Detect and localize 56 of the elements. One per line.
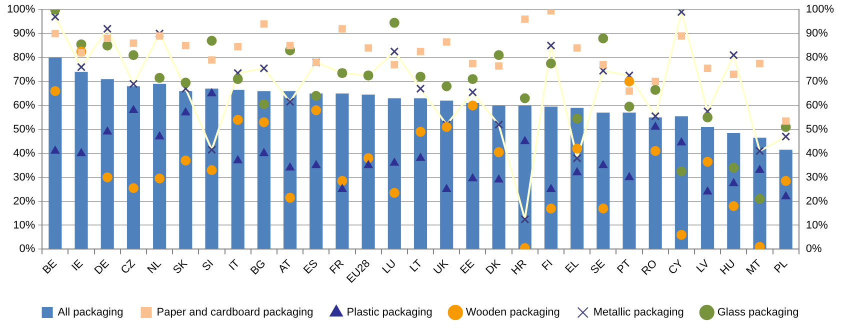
legend-label: Glass packaging <box>717 306 799 319</box>
legend-label: Metallic packaging <box>593 306 684 319</box>
y-tick-label: 50% <box>13 123 36 136</box>
x-tick-label: NL <box>145 258 164 276</box>
x-tick-label: HU <box>718 258 738 278</box>
x-tick-label: LV <box>694 257 712 276</box>
x-tick-label: IE <box>70 258 86 274</box>
x-tick-label: RO <box>639 257 660 278</box>
x-tick-label: LU <box>380 258 399 276</box>
legend-label: Plastic packaging <box>346 306 432 319</box>
y2-tick-label: 80% <box>806 52 828 64</box>
x-tick-label: DE <box>92 258 112 277</box>
x-tick-label: CZ <box>118 257 138 277</box>
y2-tick-label: 0% <box>806 243 822 256</box>
x-tick-label: PL <box>772 258 790 276</box>
y2-tick-label: 50% <box>806 123 828 136</box>
y-tick-label: 20% <box>13 195 36 208</box>
y-tick-label: 10% <box>13 219 36 232</box>
x-tick-label: AT <box>276 257 294 276</box>
x-tick-label: MT <box>744 257 764 278</box>
legend-label: Paper and cardboard packaging <box>156 306 314 319</box>
x-tick-label: DK <box>484 257 504 277</box>
y-tick-label: 30% <box>13 171 36 184</box>
x-tick-label: FI <box>540 258 556 274</box>
y-tick-label: 90% <box>13 28 36 40</box>
x-tick-label: UK <box>432 257 452 277</box>
legend-label: All packaging <box>58 306 124 319</box>
x-tick-label: CY <box>666 257 686 277</box>
y-tick-label: 70% <box>13 76 36 88</box>
x-tick-label: SE <box>588 258 608 277</box>
x-tick-label: FR <box>328 258 347 277</box>
y-tick-label: 60% <box>13 99 36 112</box>
x-tick-label: ES <box>302 258 320 277</box>
y2-tick-label: 40% <box>806 147 828 160</box>
x-tick-label: HR <box>509 258 530 278</box>
legend-label: Wooden packaging <box>466 306 560 319</box>
x-tick-label: SI <box>200 258 216 274</box>
x-tick-label: SK <box>171 257 190 277</box>
y-tick-label: 80% <box>13 52 36 64</box>
y-tick-label: 100% <box>6 4 36 16</box>
y2-tick-label: 70% <box>806 76 828 88</box>
y-tick-label: 0% <box>19 243 36 256</box>
x-tick-label: IT <box>226 257 242 274</box>
y2-tick-label: 90% <box>806 28 828 40</box>
x-tick-label: BG <box>248 258 268 278</box>
x-tick-label: EL <box>563 258 582 276</box>
x-tick-label: PT <box>615 257 634 276</box>
x-tick-label: EE <box>458 258 477 277</box>
y-tick-label: 40% <box>13 147 36 160</box>
x-tick-label: LT <box>408 257 425 275</box>
x-tick-label: BE <box>40 258 60 277</box>
y2-tick-label: 30% <box>806 171 828 184</box>
y2-tick-label: 20% <box>806 195 828 208</box>
y2-tick-label: 60% <box>806 99 828 112</box>
y2-tick-label: 100% <box>806 4 834 16</box>
y2-tick-label: 10% <box>806 219 828 232</box>
